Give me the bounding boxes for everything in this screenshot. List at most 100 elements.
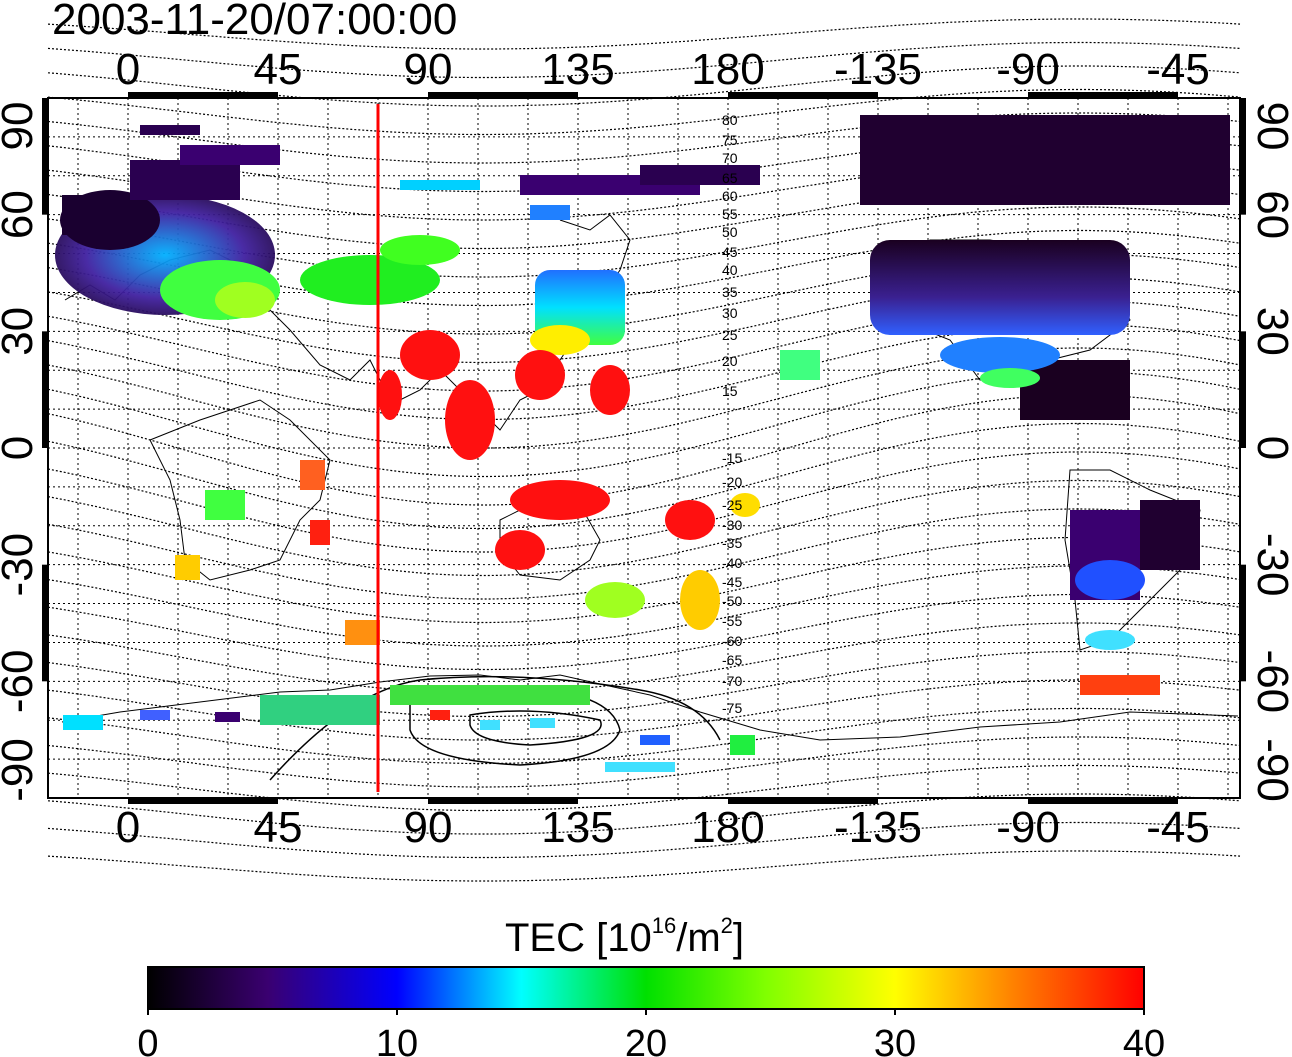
colorbar-title-sup2: 2 (720, 913, 733, 938)
x-tick-top: 45 (254, 45, 303, 94)
contour-line (47, 622, 1241, 694)
contour-line (47, 650, 1241, 718)
contour-line (47, 736, 1241, 788)
frame-bar-right (1240, 564, 1246, 682)
frame-bar-bottom (1028, 798, 1178, 804)
x-tick-bottom: 135 (541, 803, 614, 852)
x-axis-top-ticks: 0 45 90 135 180 -135 -90 -45 (116, 45, 1210, 94)
x-tick-top: -135 (834, 45, 922, 94)
y-tick-right: 0 (1248, 436, 1292, 460)
x-tick-bottom: 180 (691, 803, 764, 852)
y-tick-right: 60 (1248, 190, 1292, 239)
contour-label: -75 (722, 700, 742, 716)
x-tick-top: 180 (691, 45, 764, 94)
x-tick-top: 90 (404, 45, 453, 94)
contour-labels: 80 75 70 65 60 55 50 45 40 35 30 25 20 15 -15 -20 -25 -30… (722, 112, 742, 716)
contour-label: 40 (722, 262, 738, 278)
contour-line (47, 707, 1241, 765)
contour-line (47, 229, 1241, 307)
y-tick-right: -90 (1248, 738, 1292, 802)
contour-line (47, 88, 1241, 136)
frame-bar-right (1240, 331, 1246, 448)
contour-line (47, 793, 1241, 835)
frame-bar-bottom (128, 798, 278, 804)
contour-label: 70 (722, 150, 738, 166)
contour-label: 75 (722, 132, 738, 148)
frame-bar-top (728, 92, 878, 98)
y-tick-right: 90 (1248, 102, 1292, 151)
frame-bar-left (42, 331, 48, 448)
frame-bar-bottom (728, 798, 878, 804)
contour-label: 20 (722, 353, 738, 369)
contour-label: 60 (722, 188, 738, 204)
contour-line (47, 565, 1241, 647)
contour-label: -20 (722, 474, 742, 490)
colorbar-tick-label: 20 (625, 1023, 667, 1057)
frame-bar-top (128, 92, 278, 98)
contour-label: -15 (722, 450, 742, 466)
contour-label: -50 (722, 593, 742, 609)
contour-label: -65 (722, 652, 742, 668)
contour-line (47, 764, 1241, 812)
contour-line (47, 370, 1241, 478)
frame-bar-left (42, 98, 48, 215)
y-tick-left: 30 (0, 307, 42, 356)
contour-line (47, 422, 1241, 530)
contour-label: 25 (722, 327, 738, 343)
tec-data (55, 115, 1230, 772)
contour-label: -40 (722, 555, 742, 571)
colorbar-tick-label: 40 (1123, 1023, 1165, 1057)
x-axis-bottom-ticks: 0 45 90 135 180 -135 -90 -45 (116, 803, 1210, 852)
contour-label: -25 (722, 497, 742, 513)
frame-bar-left (42, 564, 48, 682)
contour-line (47, 679, 1241, 741)
contour-label: 80 (722, 112, 738, 128)
y-tick-right: -30 (1248, 533, 1292, 597)
contour-label: -60 (722, 633, 742, 649)
y-axis-right-ticks: 90 60 30 0 -30 -60 -90 (1248, 102, 1292, 802)
colorbar-tick-label: 30 (874, 1023, 916, 1057)
magnetic-latitude-contours (47, 18, 1241, 882)
contour-label: -70 (722, 673, 742, 689)
frame-bar-right (1240, 98, 1246, 215)
y-tick-left: -30 (0, 533, 42, 597)
frame-bar-top (1028, 92, 1178, 98)
frame-bar-bottom (428, 798, 578, 804)
contour-label: -30 (722, 517, 742, 533)
colorbar-title: TEC [1016/m2] (505, 902, 744, 962)
x-tick-bottom: 90 (404, 803, 453, 852)
contour-line (47, 850, 1241, 882)
y-tick-left: -90 (0, 738, 42, 802)
x-tick-bottom: -135 (834, 803, 922, 852)
timestamp-title: 2003-11-20/07:00:00 (52, 0, 458, 44)
x-tick-top: 0 (116, 45, 140, 94)
contour-label: 30 (722, 305, 738, 321)
y-tick-left: 90 (0, 102, 42, 151)
contour-label: -45 (722, 574, 742, 590)
colorbar-tick-label: 0 (137, 1023, 158, 1057)
x-tick-bottom: -45 (1146, 803, 1210, 852)
colorbar-title-end: ] (732, 916, 745, 960)
contour-line (47, 451, 1241, 553)
frame-bar-top (428, 92, 578, 98)
contour-label: 45 (722, 244, 738, 260)
contour-line (47, 41, 1241, 79)
colorbar-title-sup1: 16 (651, 913, 677, 938)
contour-line (47, 65, 1241, 107)
colorbar-title-main: TEC [10 (505, 916, 652, 960)
colorbar (147, 966, 1145, 1010)
x-tick-bottom: -90 (996, 803, 1060, 852)
y-axis-left-ticks: 90 60 30 0 -30 -60 -90 (0, 102, 42, 802)
contour-line (47, 508, 1241, 600)
y-tick-right: -60 (1248, 650, 1292, 714)
contour-label: -55 (722, 613, 742, 629)
y-tick-left: -60 (0, 650, 42, 714)
x-tick-bottom: 0 (116, 803, 140, 852)
contour-label: 65 (722, 170, 738, 186)
y-tick-left: 60 (0, 190, 42, 239)
contour-label: 15 (722, 383, 738, 399)
contour-line (47, 135, 1241, 193)
contour-line (47, 18, 1241, 50)
contour-line (47, 593, 1241, 671)
